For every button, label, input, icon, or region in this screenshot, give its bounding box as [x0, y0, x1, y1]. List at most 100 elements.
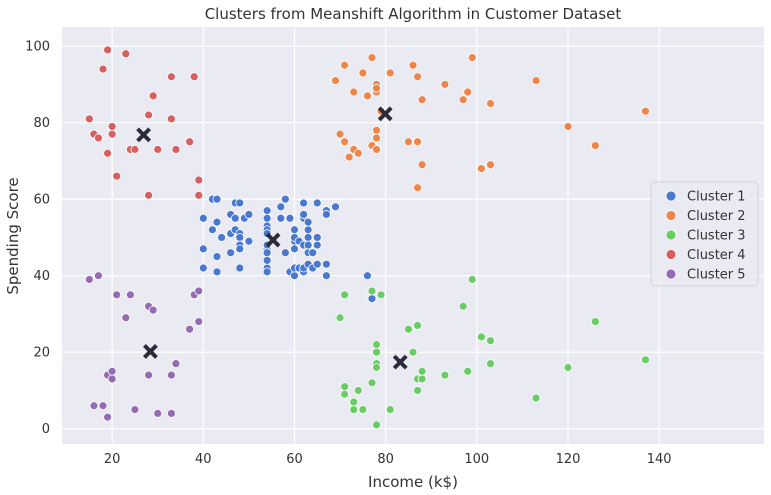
x-tick-label: 120 — [556, 452, 581, 467]
legend-marker — [665, 210, 677, 221]
data-point — [321, 271, 331, 281]
data-point — [486, 99, 495, 108]
data-point — [417, 160, 427, 170]
x-axis-title: Income (k$) — [368, 473, 458, 491]
data-point — [262, 206, 272, 216]
data-point — [107, 129, 117, 139]
data-point — [262, 213, 272, 223]
data-point — [303, 217, 313, 227]
data-point — [198, 244, 208, 254]
data-point — [84, 114, 94, 124]
data-point — [413, 72, 422, 82]
data-point — [641, 355, 650, 365]
data-point — [198, 213, 208, 223]
data-point — [486, 359, 495, 369]
data-point — [148, 305, 158, 315]
data-point — [276, 213, 286, 223]
data-point — [413, 183, 422, 193]
data-point — [312, 240, 322, 250]
data-point — [312, 233, 322, 242]
data-point — [107, 122, 117, 131]
legend-label: Cluster 4 — [687, 248, 746, 263]
data-point — [299, 198, 308, 208]
x-tick-label: 100 — [464, 452, 489, 467]
data-point — [363, 271, 372, 281]
data-point — [358, 68, 368, 78]
data-point — [130, 145, 140, 154]
centroid-stroke — [392, 354, 408, 370]
data-point — [408, 60, 418, 70]
data-point — [103, 148, 112, 158]
data-point — [235, 244, 245, 254]
data-point — [235, 233, 245, 242]
legend-item: Cluster 1 — [665, 190, 746, 205]
data-point — [94, 271, 103, 281]
data-point — [590, 141, 600, 150]
series-cluster-3 — [335, 275, 650, 430]
data-point — [130, 405, 140, 414]
data-point — [308, 248, 318, 258]
data-point — [212, 194, 222, 204]
data-point — [385, 68, 395, 78]
data-point — [121, 49, 131, 59]
data-point — [486, 336, 495, 346]
data-point — [367, 294, 377, 304]
data-point — [312, 259, 322, 269]
data-point — [244, 210, 254, 219]
plot-area: 20 40 60 80 100 120 140 0 20 40 60 80 100 — [25, 27, 764, 467]
data-point — [353, 386, 363, 395]
data-point — [167, 114, 176, 124]
data-point — [408, 347, 418, 357]
data-point — [312, 198, 322, 208]
data-point — [331, 76, 340, 85]
data-point — [212, 217, 222, 227]
data-point — [340, 389, 350, 399]
legend-marker — [665, 190, 677, 202]
data-point — [290, 225, 299, 235]
data-point — [212, 267, 222, 277]
data-point — [212, 252, 222, 261]
data-point — [262, 267, 272, 277]
chart-title: Clusters from Meanshift Algorithm in Cus… — [205, 5, 622, 23]
data-point — [144, 110, 154, 120]
centroid-marker — [377, 106, 393, 122]
data-point — [103, 412, 112, 422]
data-point — [98, 401, 108, 411]
data-point — [476, 164, 486, 173]
y-tick-label: 80 — [33, 116, 50, 131]
legend-marker — [665, 249, 677, 260]
data-point — [372, 363, 381, 372]
data-point — [198, 263, 208, 273]
y-tick-label: 0 — [42, 422, 50, 437]
data-point — [417, 366, 427, 376]
data-point — [107, 374, 117, 384]
y-tick-label: 40 — [33, 269, 50, 284]
data-point — [340, 137, 350, 147]
series-cluster-1 — [198, 194, 377, 304]
data-point — [404, 137, 413, 147]
data-point — [153, 408, 163, 418]
data-point — [321, 210, 331, 219]
data-point — [463, 87, 473, 97]
data-point — [148, 91, 158, 101]
data-point — [367, 53, 377, 63]
data-point — [467, 53, 477, 63]
legend-marker — [665, 229, 677, 241]
data-point — [331, 202, 340, 212]
data-point — [112, 171, 122, 181]
data-point — [262, 248, 272, 258]
data-point — [194, 317, 204, 326]
data-point — [144, 190, 154, 200]
data-point — [349, 397, 359, 407]
data-point — [463, 366, 473, 376]
centroid-stroke — [143, 344, 158, 359]
data-point — [458, 301, 468, 311]
data-point — [194, 190, 204, 200]
data-point — [167, 72, 176, 82]
data-point — [285, 213, 295, 223]
legend-box — [650, 181, 759, 287]
data-point — [290, 271, 299, 281]
x-tick-label: 40 — [195, 452, 212, 467]
data-point — [235, 198, 245, 208]
series-cluster-4 — [84, 45, 204, 200]
